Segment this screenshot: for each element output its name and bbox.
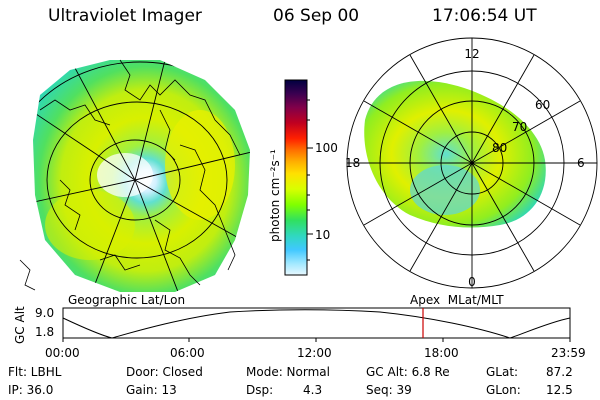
altitude-curve <box>62 309 571 339</box>
magnetic-auroral-image <box>346 37 598 289</box>
seq-status: Seq: 39 <box>366 383 412 397</box>
dsp-value: 4.3 <box>303 383 323 397</box>
mlt-label-0: 0 <box>468 275 476 289</box>
mlat-label-80: 80 <box>492 141 507 155</box>
colorbar <box>284 79 308 276</box>
dsp-label: Dsp: <box>246 383 274 397</box>
xtick-1200: 12:00 <box>297 346 332 360</box>
filter-status: Flt: LBHL <box>8 365 62 379</box>
glat-label: GLat: <box>486 365 519 379</box>
xtick-2359: 23:59 <box>551 346 586 360</box>
ip-status: IP: 36.0 <box>8 383 54 397</box>
observation-time: 17:06:54 UT <box>432 6 537 26</box>
altitude-axis-label: GC Alt <box>13 306 27 344</box>
apex-caption: Apex MLat/MLT <box>410 293 504 307</box>
gain-status: Gain: 13 <box>126 383 177 397</box>
colorbar-unit-label: photon cm⁻²s⁻¹ <box>268 149 282 242</box>
mlat-label-70: 70 <box>512 120 527 134</box>
xtick-1800: 18:00 <box>424 346 459 360</box>
geographic-auroral-image <box>19 59 250 292</box>
colorbar-tick-10: 10 <box>315 228 330 242</box>
geographic-caption: Geographic Lat/Lon <box>68 293 185 307</box>
mode-status: Mode: Normal <box>246 365 330 379</box>
glon-label: GLon: <box>486 383 521 397</box>
colorbar-tick-100: 100 <box>315 141 338 155</box>
observation-date: 06 Sep 00 <box>273 6 360 26</box>
xtick-0600: 06:00 <box>170 346 205 360</box>
mlt-label-18: 18 <box>345 156 360 170</box>
altitude-ytick-low: 1.8 <box>35 325 54 339</box>
mlat-label-60: 60 <box>535 98 550 112</box>
mlt-label-6: 6 <box>577 156 585 170</box>
xtick-0000: 00:00 <box>45 346 80 360</box>
door-status: Door: Closed <box>126 365 203 379</box>
glon-value: 12.5 <box>546 383 573 397</box>
gc-alt-status: GC Alt: 6.8 Re <box>366 365 450 379</box>
glat-value: 87.2 <box>546 365 573 379</box>
altitude-ytick-high: 9.0 <box>35 306 54 320</box>
instrument-title: Ultraviolet Imager <box>48 6 202 26</box>
mlt-label-12: 12 <box>464 47 479 61</box>
